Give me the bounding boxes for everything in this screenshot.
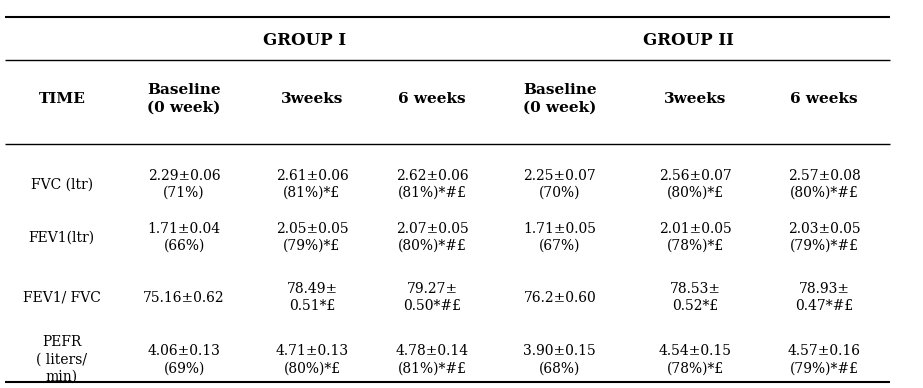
Text: Baseline
(0 week): Baseline (0 week) — [148, 83, 221, 114]
Text: 78.93±
0.47*#£: 78.93± 0.47*#£ — [795, 282, 854, 313]
Text: 4.57±0.16
(79%)*#£: 4.57±0.16 (79%)*#£ — [787, 344, 861, 375]
Text: 3.90±0.15
(68%): 3.90±0.15 (68%) — [523, 344, 596, 375]
Text: 2.62±0.06
(81%)*#£: 2.62±0.06 (81%)*#£ — [396, 169, 468, 200]
Text: 4.06±0.13
(69%): 4.06±0.13 (69%) — [148, 344, 221, 375]
Text: 4.54±0.15
(78%)*£: 4.54±0.15 (78%)*£ — [659, 344, 732, 375]
Text: 76.2±0.60: 76.2±0.60 — [523, 291, 596, 305]
Text: PEFR
( liters/
min): PEFR ( liters/ min) — [36, 335, 88, 384]
Text: 2.25±0.07
(70%): 2.25±0.07 (70%) — [523, 169, 596, 200]
Text: 2.57±0.08
(80%)*#£: 2.57±0.08 (80%)*#£ — [788, 169, 860, 200]
Text: 2.56±0.07
(80%)*£: 2.56±0.07 (80%)*£ — [659, 169, 732, 200]
Text: 4.78±0.14
(81%)*#£: 4.78±0.14 (81%)*#£ — [395, 344, 469, 375]
Text: 3weeks: 3weeks — [281, 92, 343, 106]
Text: 2.03±0.05
(79%)*#£: 2.03±0.05 (79%)*#£ — [788, 222, 860, 253]
Text: 2.07±0.05
(80%)*#£: 2.07±0.05 (80%)*#£ — [396, 222, 468, 253]
Text: 75.16±0.62: 75.16±0.62 — [143, 291, 225, 305]
Text: GROUP I: GROUP I — [262, 32, 346, 49]
Text: 1.71±0.04
(66%): 1.71±0.04 (66%) — [148, 222, 221, 253]
Text: 4.71±0.13
(80%)*£: 4.71±0.13 (80%)*£ — [275, 344, 349, 375]
Text: FEV1(ltr): FEV1(ltr) — [29, 230, 95, 244]
Text: 3weeks: 3weeks — [665, 92, 726, 106]
Text: 6 weeks: 6 weeks — [790, 92, 858, 106]
Text: 2.01±0.05
(78%)*£: 2.01±0.05 (78%)*£ — [659, 222, 732, 253]
Text: FEV1/ FVC: FEV1/ FVC — [23, 291, 101, 305]
Text: TIME: TIME — [39, 92, 85, 106]
Text: 2.61±0.06
(81%)*£: 2.61±0.06 (81%)*£ — [276, 169, 348, 200]
Text: 79.27±
0.50*#£: 79.27± 0.50*#£ — [403, 282, 461, 313]
Text: 78.53±
0.52*£: 78.53± 0.52*£ — [670, 282, 721, 313]
Text: Baseline
(0 week): Baseline (0 week) — [523, 83, 596, 114]
Text: FVC (ltr): FVC (ltr) — [30, 177, 93, 191]
Text: 6 weeks: 6 weeks — [398, 92, 466, 106]
Text: GROUP II: GROUP II — [643, 32, 734, 49]
Text: 1.71±0.05
(67%): 1.71±0.05 (67%) — [523, 222, 596, 253]
Text: 2.05±0.05
(79%)*£: 2.05±0.05 (79%)*£ — [276, 222, 348, 253]
Text: 78.49±
0.51*£: 78.49± 0.51*£ — [286, 282, 338, 313]
Text: 2.29±0.06
(71%): 2.29±0.06 (71%) — [148, 169, 221, 200]
